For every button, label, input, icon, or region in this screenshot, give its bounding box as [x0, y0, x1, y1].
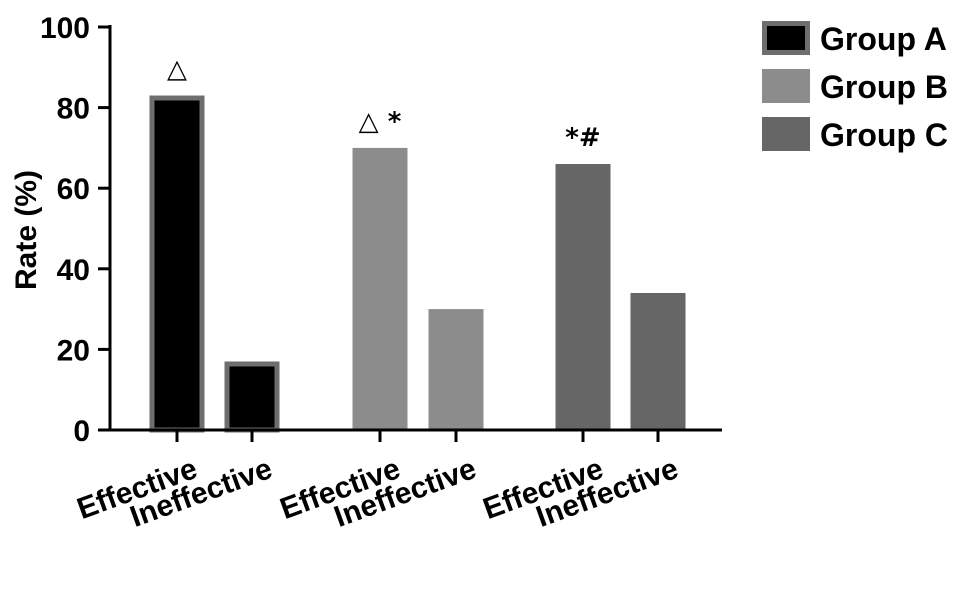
bar	[630, 292, 686, 430]
bar	[149, 95, 205, 433]
legend-label: Group A	[820, 21, 947, 57]
y-tick-label: 0	[73, 415, 90, 448]
bars-group	[149, 95, 686, 433]
y-tick-label: 40	[57, 254, 90, 287]
bar	[555, 164, 611, 430]
bar	[428, 309, 484, 430]
legend-swatch	[762, 21, 810, 55]
annotations-group: △ △ * *#	[167, 55, 601, 154]
bar	[352, 147, 408, 430]
legend-label: Group C	[820, 117, 948, 153]
legend-swatch	[762, 117, 810, 151]
y-axis-title: Rate (%)	[10, 170, 43, 290]
legend: Group A Group B Group C	[762, 21, 948, 153]
y-tick-label: 60	[57, 173, 90, 206]
y-tick-label: 80	[57, 93, 90, 126]
significance-annotation: △ *	[359, 107, 402, 137]
legend-label: Group B	[820, 69, 948, 105]
y-axis-ticks: 0 20 40 60 80 100	[40, 12, 110, 448]
bar	[224, 361, 280, 433]
significance-annotation: △	[167, 55, 187, 85]
significance-annotation: *#	[565, 123, 600, 153]
legend-swatch	[762, 69, 810, 103]
y-tick-label: 100	[40, 12, 90, 45]
y-tick-label: 20	[57, 334, 90, 367]
